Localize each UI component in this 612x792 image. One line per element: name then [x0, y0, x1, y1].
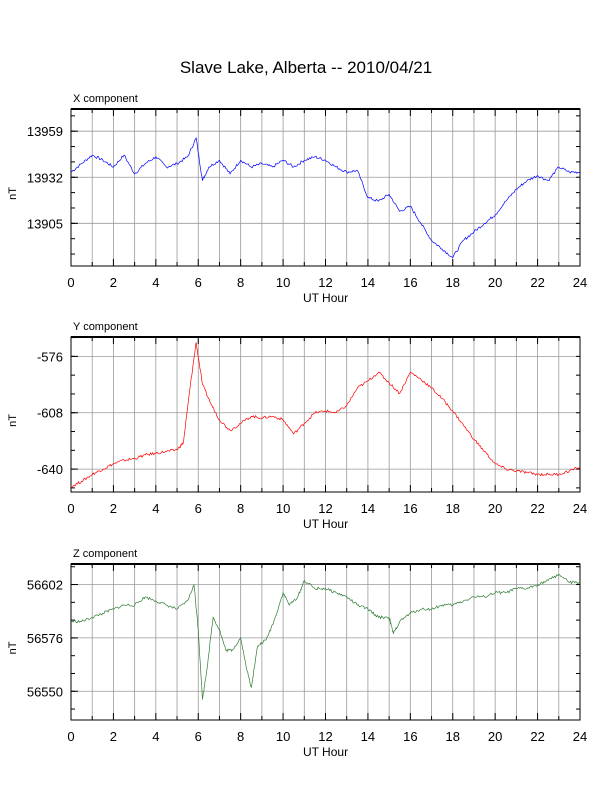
y-axis-label: nT	[7, 187, 19, 200]
panel-title: Y component	[73, 321, 138, 333]
x-tick-label: 4	[152, 729, 159, 744]
x-tick-label: 22	[530, 729, 544, 744]
x-tick-label: 16	[403, 501, 417, 516]
x-axis-label: UT Hour	[303, 745, 348, 759]
x-tick-label: 24	[573, 729, 587, 744]
y-tick-label: 13905	[27, 216, 63, 231]
x-tick-label: 2	[110, 275, 117, 290]
x-tick-label: 24	[573, 275, 587, 290]
x-tick-label: 12	[318, 501, 332, 516]
data-line	[70, 137, 581, 259]
x-axis-label: UT Hour	[303, 291, 348, 305]
panel-title: X component	[73, 93, 138, 105]
panel-title: Z component	[73, 548, 137, 560]
x-tick-label: 2	[110, 501, 117, 516]
x-tick-label: 22	[530, 275, 544, 290]
x-tick-label: 20	[488, 275, 502, 290]
x-tick-label: 14	[361, 275, 375, 290]
y-axis-label: nT	[7, 414, 19, 427]
data-line	[70, 342, 581, 489]
x-tick-label: 10	[276, 729, 290, 744]
x-tick-label: 8	[237, 501, 244, 516]
x-tick-label: 18	[446, 501, 460, 516]
x-tick-label: 22	[530, 501, 544, 516]
y-tick-label: -640	[37, 462, 63, 477]
x-tick-label: 18	[446, 729, 460, 744]
x-tick-label: 4	[152, 275, 159, 290]
x-tick-label: 6	[195, 275, 202, 290]
x-tick-label: 12	[318, 275, 332, 290]
x-tick-label: 14	[361, 501, 375, 516]
x-tick-label: 8	[237, 275, 244, 290]
x-tick-label: 20	[488, 729, 502, 744]
x-tick-label: 14	[361, 729, 375, 744]
x-tick-label: 18	[446, 275, 460, 290]
x-tick-label: 10	[276, 501, 290, 516]
x-tick-label: 16	[403, 275, 417, 290]
y-tick-label: -608	[37, 406, 63, 421]
x-tick-label: 6	[195, 729, 202, 744]
x-tick-label: 0	[67, 275, 74, 290]
y-tick-label: 56576	[27, 631, 63, 646]
x-axis-label: UT Hour	[303, 517, 348, 531]
x-tick-label: 8	[237, 729, 244, 744]
page-title: Slave Lake, Alberta -- 2010/04/21	[179, 58, 433, 77]
x-tick-label: 16	[403, 729, 417, 744]
x-tick-label: 10	[276, 275, 290, 290]
y-tick-label: -576	[37, 349, 63, 364]
y-tick-label: 56550	[27, 684, 63, 699]
y-tick-label: 13959	[27, 124, 63, 139]
y-axis-label: nT	[7, 641, 19, 654]
x-tick-label: 0	[67, 501, 74, 516]
x-tick-label: 12	[318, 729, 332, 744]
x-tick-label: 6	[195, 501, 202, 516]
y-tick-label: 13932	[27, 170, 63, 185]
x-tick-label: 4	[152, 501, 159, 516]
x-tick-label: 20	[488, 501, 502, 516]
y-tick-label: 56602	[27, 578, 63, 593]
x-tick-label: 2	[110, 729, 117, 744]
x-tick-label: 0	[67, 729, 74, 744]
data-line	[70, 573, 581, 700]
x-tick-label: 24	[573, 501, 587, 516]
